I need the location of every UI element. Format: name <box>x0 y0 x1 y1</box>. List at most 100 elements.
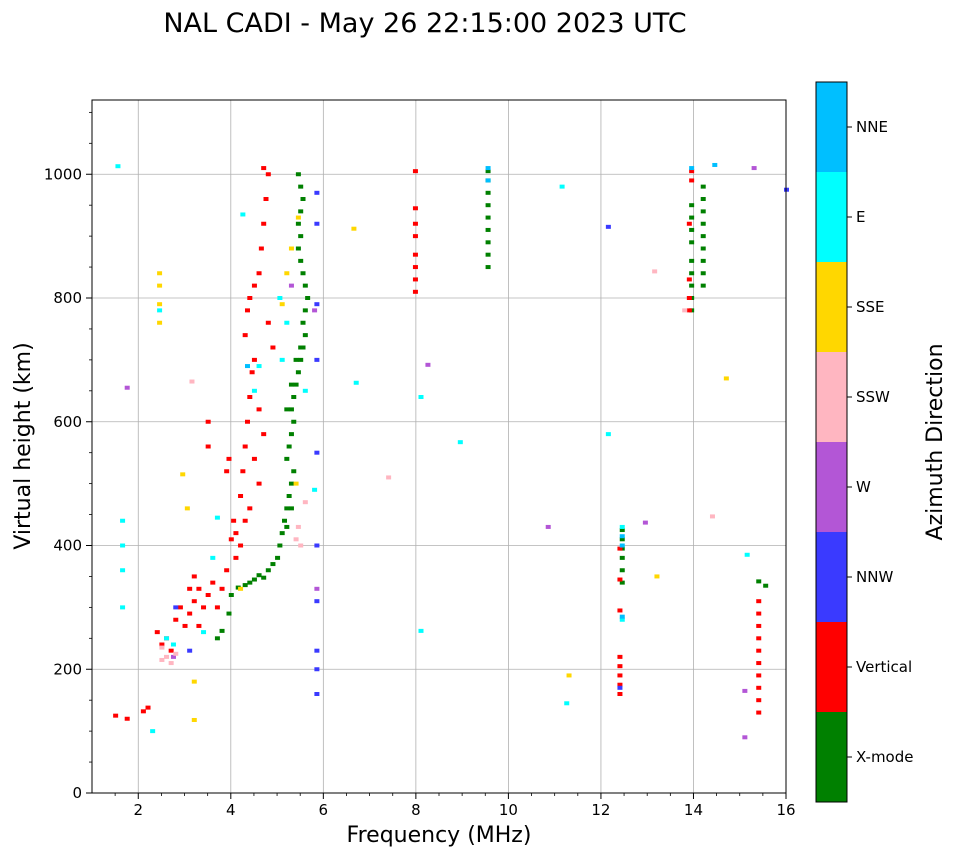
data-point <box>224 568 230 573</box>
data-point <box>619 528 625 533</box>
data-point <box>170 654 176 659</box>
colorbar-segment <box>816 712 847 802</box>
data-point <box>353 380 359 385</box>
data-point <box>140 709 146 714</box>
data-point <box>168 648 174 653</box>
data-point <box>157 308 163 313</box>
colorbar-segment <box>816 262 847 352</box>
data-point <box>642 520 648 525</box>
data-point <box>293 357 299 362</box>
data-point <box>617 682 623 687</box>
data-point <box>689 283 695 288</box>
x-tick-label: 14 <box>684 801 703 819</box>
data-point <box>652 269 658 274</box>
data-point <box>689 203 695 208</box>
data-point <box>182 623 188 628</box>
data-point <box>351 226 357 231</box>
data-point <box>291 469 297 474</box>
data-point <box>686 277 692 282</box>
data-point <box>177 605 183 610</box>
data-point <box>312 308 318 313</box>
data-point <box>219 586 225 591</box>
data-point <box>187 648 193 653</box>
data-point <box>159 642 165 647</box>
data-point <box>485 265 491 270</box>
data-point <box>564 701 570 706</box>
data-point <box>247 395 253 399</box>
data-point <box>485 227 491 232</box>
data-point <box>298 234 304 239</box>
chart-title: NAL CADI - May 26 22:15:00 2023 UTC <box>163 8 686 39</box>
data-point <box>284 320 290 325</box>
data-point <box>244 419 250 424</box>
data-point <box>288 283 294 288</box>
data-point <box>689 215 695 220</box>
data-point <box>744 552 750 557</box>
y-tick-label: 200 <box>53 660 82 678</box>
colorbar-segment <box>816 622 847 712</box>
data-point <box>226 456 232 461</box>
colorbar-tick-label: NNW <box>856 568 893 586</box>
data-point <box>700 283 706 288</box>
data-point <box>240 212 246 217</box>
data-points <box>113 162 789 740</box>
data-point <box>205 444 211 449</box>
data-point <box>191 717 197 722</box>
data-point <box>689 271 695 276</box>
data-point <box>686 296 692 300</box>
data-point <box>240 469 246 474</box>
data-point <box>124 385 130 390</box>
data-point <box>256 573 262 578</box>
data-point <box>485 190 491 195</box>
data-point <box>485 203 491 208</box>
data-point <box>485 178 491 183</box>
data-point <box>314 667 320 672</box>
data-point <box>284 524 290 529</box>
data-point <box>412 169 418 174</box>
data-point <box>214 605 220 610</box>
data-point <box>566 673 572 678</box>
data-point <box>654 574 660 579</box>
data-point <box>485 166 491 171</box>
data-point <box>412 265 418 270</box>
data-point <box>689 240 695 245</box>
data-point <box>412 252 418 257</box>
y-axis-label: Virtual height (km) <box>11 342 36 549</box>
x-tick-label: 2 <box>133 801 143 819</box>
data-point <box>763 583 769 588</box>
data-point <box>298 345 304 350</box>
data-point <box>191 599 197 604</box>
data-point <box>314 450 320 455</box>
data-point <box>279 357 285 362</box>
data-point <box>214 515 220 520</box>
data-point <box>244 308 250 313</box>
data-point <box>247 580 253 585</box>
data-point <box>418 395 424 399</box>
data-point <box>277 543 283 548</box>
data-point <box>295 215 301 220</box>
data-point <box>242 518 248 523</box>
data-point <box>279 302 285 307</box>
colorbar-tick-label: W <box>856 478 871 496</box>
data-point <box>619 524 625 529</box>
data-point <box>712 162 718 167</box>
data-point <box>682 308 688 313</box>
data-point <box>617 692 623 696</box>
data-point <box>545 524 551 529</box>
data-point <box>187 611 193 616</box>
data-point <box>314 190 320 195</box>
data-point <box>265 172 271 177</box>
x-tick-label: 8 <box>411 801 421 819</box>
data-point <box>485 252 491 257</box>
data-point <box>302 500 308 505</box>
colorbar-segment <box>816 352 847 442</box>
data-point <box>293 382 299 387</box>
data-point <box>619 543 625 548</box>
data-point <box>295 524 301 529</box>
data-point <box>689 258 695 263</box>
data-point <box>261 575 267 580</box>
y-tick-label: 400 <box>53 537 82 555</box>
data-point <box>412 289 418 294</box>
data-point <box>233 555 239 560</box>
data-point <box>457 440 463 445</box>
